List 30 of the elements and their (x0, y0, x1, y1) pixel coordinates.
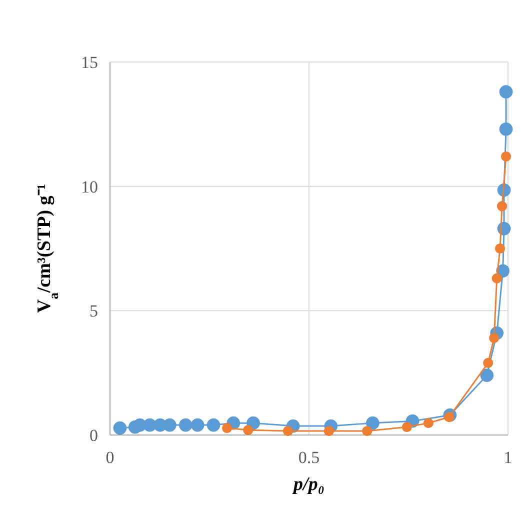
point (492, 273, 502, 284)
y-tick-label: 15 (81, 52, 98, 72)
y-tick-label: 10 (81, 177, 98, 196)
point (178, 418, 192, 432)
x-tick-label: 0.5 (298, 448, 320, 467)
point (402, 422, 412, 432)
x-axis-title: p/p₀ (292, 474, 324, 495)
x-tick-label: 0 (106, 448, 114, 467)
point (499, 122, 513, 136)
point (366, 416, 380, 430)
point (489, 332, 500, 344)
x-tick-label: 1 (504, 448, 512, 467)
point (494, 243, 506, 254)
point (483, 358, 494, 368)
point (206, 418, 220, 432)
point (222, 423, 232, 434)
point (496, 201, 508, 212)
point (190, 418, 204, 432)
point (480, 368, 494, 382)
y-tick-label: 0 (90, 426, 98, 445)
point (499, 85, 513, 99)
y-tick-label: 5 (90, 302, 98, 321)
point (362, 426, 372, 436)
point (423, 418, 434, 428)
point (282, 426, 293, 436)
point (113, 421, 127, 435)
point (324, 426, 334, 436)
point (243, 424, 254, 436)
point (163, 418, 176, 432)
point (500, 151, 512, 162)
